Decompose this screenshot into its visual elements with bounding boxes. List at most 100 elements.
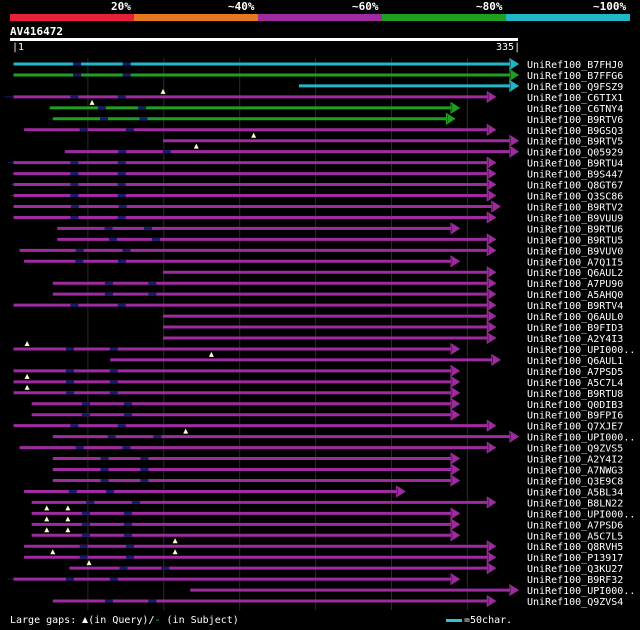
hit-row[interactable]: UniRef100_C6TNY4 xyxy=(49,99,624,115)
hit-label[interactable]: UniRef100_UPI000.. xyxy=(527,345,635,356)
hit-label[interactable]: UniRef100_UPI000.. xyxy=(527,433,635,444)
hit-row[interactable]: UniRef100_Q9ZVS4 xyxy=(52,594,624,608)
hit-label[interactable]: UniRef100_Q9FSZ9 xyxy=(527,82,623,93)
hit-row[interactable]: UniRef100_B9FPI6 xyxy=(31,408,624,422)
hit-label[interactable]: UniRef100_B9VUU9 xyxy=(527,213,623,224)
hit-label[interactable]: UniRef100_B9RTU5 xyxy=(527,235,623,246)
hit-row[interactable]: UniRef100_A5C7L4 xyxy=(13,373,624,389)
hit-row[interactable]: UniRef100_Q8GT67 xyxy=(10,178,623,192)
hit-row[interactable]: UniRef100_UPI000.. xyxy=(31,505,636,520)
hit-row[interactable]: UniRef100_B9S447 xyxy=(10,167,623,181)
hit-row[interactable]: UniRef100_B9RTU4 xyxy=(7,156,623,170)
hit-label[interactable]: UniRef100_Q8RVH5 xyxy=(527,542,623,553)
hit-label[interactable]: UniRef100_Q6AUL1 xyxy=(527,356,623,367)
hit-row[interactable]: UniRef100_P13917 xyxy=(24,549,623,564)
hit-row[interactable]: UniRef100_A7Q1I5 xyxy=(24,255,623,268)
hit-label[interactable]: UniRef100_A5BL34 xyxy=(527,487,623,498)
hit-row[interactable]: UniRef100_Q9FSZ9 xyxy=(298,79,623,93)
hit-row[interactable]: UniRef100_Q7XJE7 xyxy=(13,419,624,433)
hit-label[interactable]: UniRef100_B8LN22 xyxy=(527,498,623,509)
hit-row[interactable]: UniRef100_UPI000.. xyxy=(52,428,636,444)
hit-row[interactable]: UniRef100_B9RTU8 xyxy=(13,384,624,400)
hit-label[interactable]: UniRef100_Q6AUL0 xyxy=(527,312,623,323)
hit-label[interactable]: UniRef100_A5C7L5 xyxy=(527,531,623,542)
hit-row[interactable]: UniRef100_B9RTV2 xyxy=(13,200,624,213)
hit-label[interactable]: UniRef100_B9RTV6 xyxy=(527,115,623,126)
hit-label[interactable]: UniRef100_Q9ZVS5 xyxy=(527,444,623,455)
hit-row[interactable]: UniRef100_B9RTV4 xyxy=(13,299,624,312)
hit-row[interactable]: UniRef100_B9FID3 xyxy=(163,320,623,334)
hit-row[interactable]: UniRef100_A7PSD6 xyxy=(31,516,624,531)
hit-row[interactable]: UniRef100_B9VUV0 xyxy=(19,244,624,257)
hit-row[interactable]: UniRef100_Q3SC86 xyxy=(10,189,623,203)
hit-label[interactable]: UniRef100_B9FPI6 xyxy=(527,411,623,422)
hit-row[interactable]: UniRef100_B9RTV5 xyxy=(163,132,623,148)
hit-label[interactable]: UniRef100_Q3E9C8 xyxy=(527,476,623,487)
hit-row[interactable]: UniRef100_B9GSQ3 xyxy=(24,123,623,137)
hit-label[interactable]: UniRef100_B9RTU4 xyxy=(527,159,623,170)
hit-row[interactable]: UniRef100_B9RTU5 xyxy=(57,233,623,246)
hit-label[interactable]: UniRef100_Q6AUL2 xyxy=(527,268,623,279)
hit-row[interactable]: UniRef100_A2Y4I3 xyxy=(163,331,623,345)
hit-label[interactable]: UniRef100_C6TNY4 xyxy=(527,104,623,115)
hit-label[interactable]: UniRef100_C6TIX1 xyxy=(527,93,623,104)
hit-label[interactable]: UniRef100_B9RTV4 xyxy=(527,301,623,312)
hit-label[interactable]: UniRef100_A2Y4I2 xyxy=(527,455,623,466)
hit-label[interactable]: UniRef100_Q7XJE7 xyxy=(527,422,623,433)
hit-label[interactable]: UniRef100_B9FID3 xyxy=(527,323,623,334)
hit-row[interactable]: UniRef100_Q3E9C8 xyxy=(52,474,624,487)
hit-row[interactable]: UniRef100_C6TIX1 xyxy=(4,88,623,104)
hit-label[interactable]: UniRef100_Q8GT67 xyxy=(527,181,623,192)
hit-row[interactable]: UniRef100_A7NWG3 xyxy=(52,463,624,477)
hit-label[interactable]: UniRef100_B9VUV0 xyxy=(527,246,623,257)
hit-row[interactable]: UniRef100_B9RTU6 xyxy=(57,222,623,235)
hit-label[interactable]: UniRef100_B9RTU8 xyxy=(527,389,623,400)
hit-label[interactable]: UniRef100_Q05929 xyxy=(527,148,623,159)
hit-label[interactable]: UniRef100_A7PSD5 xyxy=(527,367,623,378)
hit-row[interactable]: UniRef100_Q05929 xyxy=(64,143,623,159)
hit-label[interactable]: UniRef100_Q9ZVS4 xyxy=(527,597,623,608)
hit-row[interactable]: UniRef100_B8LN22 xyxy=(31,496,624,509)
hit-row[interactable]: UniRef100_Q6AUL0 xyxy=(163,309,623,323)
hit-row[interactable]: UniRef100_Q6AUL2 xyxy=(163,266,623,279)
hit-label[interactable]: UniRef100_B9RTU6 xyxy=(527,224,623,235)
hit-label[interactable]: UniRef100_B7FHJ0 xyxy=(527,60,623,71)
hit-row[interactable]: UniRef100_Q0DIB3 xyxy=(31,397,624,411)
hit-label[interactable]: UniRef100_A2Y4I3 xyxy=(527,334,623,345)
hit-label[interactable]: UniRef100_A7PSD6 xyxy=(527,520,623,531)
hit-row[interactable]: UniRef100_A5AHQ0 xyxy=(52,288,624,301)
hit-row[interactable]: UniRef100_UPI000.. xyxy=(13,340,636,356)
hit-label[interactable]: UniRef100_UPI000.. xyxy=(527,509,635,520)
hit-label[interactable]: UniRef100_UPI000.. xyxy=(527,586,635,597)
hit-label[interactable]: UniRef100_B7FFG6 xyxy=(527,71,623,82)
hit-row[interactable]: UniRef100_Q9ZVS5 xyxy=(19,441,624,455)
hit-label[interactable]: UniRef100_Q3SC86 xyxy=(527,192,623,203)
hit-label[interactable]: UniRef100_Q3KU27 xyxy=(527,564,623,575)
hit-row[interactable]: UniRef100_A7PSD5 xyxy=(13,364,624,378)
hit-row[interactable]: UniRef100_A5BL34 xyxy=(24,485,623,498)
hit-row[interactable]: UniRef100_A2Y4I2 xyxy=(52,452,624,466)
hit-row[interactable]: UniRef100_B9VUU9 xyxy=(13,211,624,224)
hit-row[interactable]: UniRef100_Q8RVH5 xyxy=(24,538,623,553)
hit-label[interactable]: UniRef100_A5C7L4 xyxy=(527,378,623,389)
hit-label[interactable]: UniRef100_A5AHQ0 xyxy=(527,290,623,301)
hit-row[interactable]: UniRef100_UPI000.. xyxy=(190,583,635,597)
hit-label[interactable]: UniRef100_B9RTV2 xyxy=(527,202,623,213)
hit-row[interactable]: UniRef100_B7FFG6 xyxy=(13,68,624,82)
hit-label[interactable]: UniRef100_P13917 xyxy=(527,553,623,564)
hit-label[interactable]: UniRef100_A7NWG3 xyxy=(527,466,623,477)
hit-label[interactable]: UniRef100_B9GSQ3 xyxy=(527,126,623,137)
hit-row[interactable]: UniRef100_Q3KU27 xyxy=(69,560,623,575)
hit-row[interactable]: UniRef100_B9RF32 xyxy=(7,573,623,586)
hit-label[interactable]: UniRef100_B9RF32 xyxy=(527,575,623,586)
hit-label[interactable]: UniRef100_B9S447 xyxy=(527,170,623,181)
hit-row[interactable]: UniRef100_Q6AUL1 xyxy=(110,351,623,367)
hit-row[interactable]: UniRef100_A7PU90 xyxy=(52,277,624,290)
hit-label[interactable]: UniRef100_A7PU90 xyxy=(527,279,623,290)
hit-row[interactable]: UniRef100_B9RTV6 xyxy=(52,112,624,126)
hit-label[interactable]: UniRef100_A7Q1I5 xyxy=(527,257,623,268)
hit-row[interactable]: UniRef100_A5C7L5 xyxy=(31,527,624,542)
hit-label[interactable]: UniRef100_B9RTV5 xyxy=(527,137,623,148)
hit-row[interactable]: UniRef100_B7FHJ0 xyxy=(13,57,624,71)
hit-label[interactable]: UniRef100_Q0DIB3 xyxy=(527,400,623,411)
